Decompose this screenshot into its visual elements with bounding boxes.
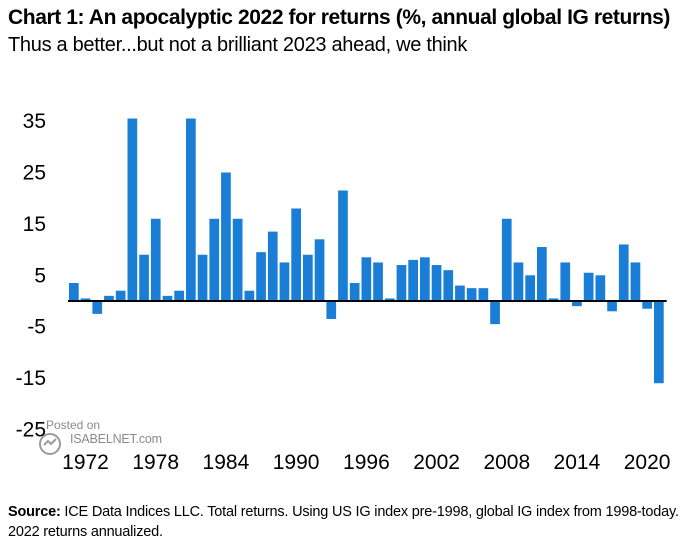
bar-2012 [548, 298, 559, 301]
bar-1982 [197, 254, 208, 301]
y-tick-label: 35 [23, 110, 46, 133]
bar-2019 [630, 262, 641, 301]
bar-1984 [221, 172, 231, 301]
bar-2020 [642, 301, 652, 309]
bar-1989 [279, 262, 290, 301]
y-tick-label: 25 [23, 162, 46, 185]
bar-2011 [537, 247, 547, 301]
x-tick-label: 2014 [554, 451, 601, 474]
bar-1978 [150, 218, 161, 301]
y-tick-label: 5 [34, 264, 46, 287]
x-tick-label: 1972 [62, 451, 109, 474]
bar-1998 [384, 298, 395, 301]
bar-1999 [396, 265, 407, 301]
bar-2008 [501, 218, 512, 301]
watermark-posted-on: Posted on [46, 418, 101, 432]
bar-1972 [80, 298, 91, 301]
x-tick-label: 1996 [343, 451, 390, 474]
bar-1988 [267, 231, 278, 301]
y-tick-label: -5 [27, 316, 46, 339]
bar-1976 [127, 118, 138, 301]
bar-2006 [478, 288, 489, 301]
bar-1981 [186, 118, 196, 301]
bar-2002 [431, 265, 442, 301]
bar-1971 [69, 283, 79, 301]
y-tick-label: 15 [23, 213, 46, 236]
y-axis-ticks: 35 25 15 5 -5 -15 -25 [16, 110, 46, 441]
bar-1996 [361, 257, 372, 301]
chart-subtitle: Thus a better...but not a brilliant 2023… [8, 34, 468, 56]
bar-1992 [314, 239, 325, 301]
bar-2015 [583, 272, 594, 301]
bar-2016 [595, 275, 606, 301]
bar-2009 [513, 262, 524, 301]
bar-1977 [139, 254, 149, 301]
bar-2007 [490, 301, 500, 325]
bar-2004 [455, 285, 465, 301]
bar-2013 [560, 262, 571, 301]
bar-1985 [232, 218, 243, 301]
bar-2021 [654, 301, 664, 384]
source-label: Source: [8, 504, 61, 520]
x-tick-label: 1990 [273, 451, 320, 474]
x-tick-label: 1978 [132, 451, 179, 474]
x-axis-ticks: 1972 1978 1984 1990 1996 2002 2008 2014 2020 [62, 451, 670, 474]
bars-group [69, 118, 664, 384]
bar-1979 [162, 295, 173, 301]
bar-2005 [466, 288, 477, 301]
bar-1995 [349, 283, 360, 301]
bar-1980 [174, 290, 184, 301]
source-note: Source: ICE Data Indices LLC. Total retu… [8, 502, 688, 542]
bar-1991 [303, 254, 313, 301]
bar-1974 [104, 295, 114, 301]
bar-2018 [618, 244, 629, 301]
bar-1983 [209, 218, 220, 301]
bar-2017 [607, 301, 617, 312]
x-tick-label: 2020 [624, 451, 671, 474]
y-tick-label: -15 [16, 367, 46, 390]
bar-1990 [291, 208, 301, 301]
bar-1987 [256, 252, 266, 301]
x-tick-label: 2002 [413, 451, 460, 474]
bar-1986 [244, 290, 255, 301]
bar-2010 [525, 275, 535, 301]
bar-2003 [443, 270, 454, 301]
bar-1993 [326, 301, 337, 319]
source-text: ICE Data Indices LLC. Total returns. Usi… [8, 504, 679, 540]
bar-2001 [420, 257, 430, 301]
watermark-site: ISABELNET.com [70, 432, 162, 446]
bar-1975 [115, 290, 126, 301]
watermark: Posted on ISABELNET.com [38, 418, 178, 458]
chart-title: Chart 1: An apocalyptic 2022 for returns… [8, 6, 671, 29]
bar-1973 [92, 301, 103, 314]
isabelnet-logo-icon [39, 433, 61, 455]
x-tick-label: 1984 [203, 451, 250, 474]
bar-2000 [408, 259, 418, 301]
bar-1994 [338, 190, 348, 301]
y-tick-label: -25 [16, 419, 46, 442]
x-tick-label: 2008 [483, 451, 530, 474]
bar-2014 [572, 301, 582, 307]
bar-1997 [373, 262, 383, 301]
